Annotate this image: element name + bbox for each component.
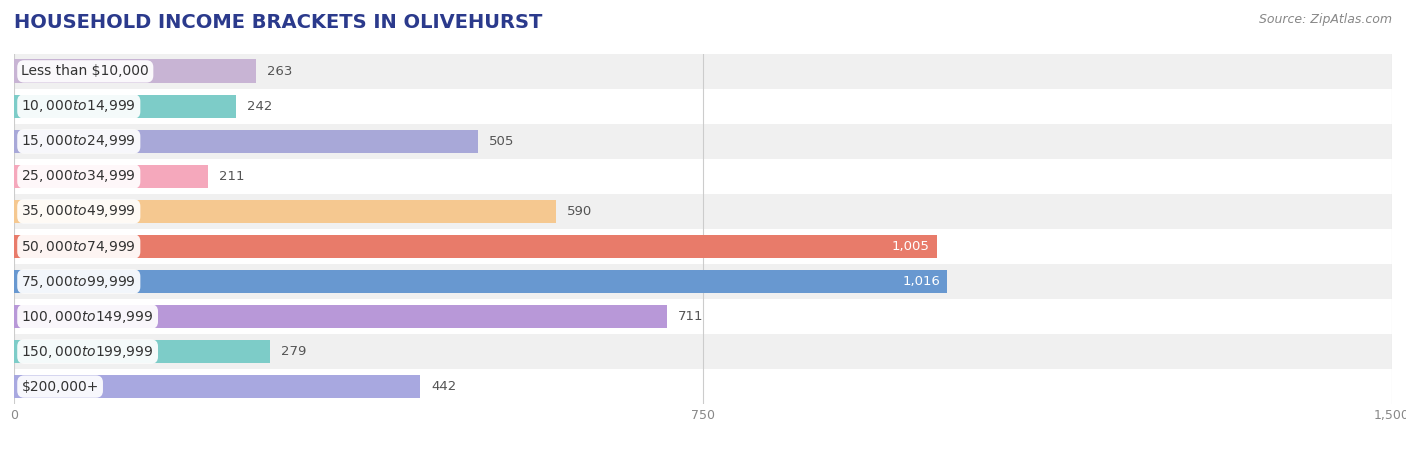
- Bar: [14, 124, 1392, 159]
- Bar: [14, 234, 938, 259]
- Text: Source: ZipAtlas.com: Source: ZipAtlas.com: [1258, 13, 1392, 26]
- Text: $35,000 to $49,999: $35,000 to $49,999: [21, 203, 136, 220]
- Text: Less than $10,000: Less than $10,000: [21, 64, 149, 79]
- Text: $200,000+: $200,000+: [21, 379, 98, 394]
- Bar: [14, 299, 1392, 334]
- Text: 590: 590: [567, 205, 592, 218]
- Text: $150,000 to $199,999: $150,000 to $199,999: [21, 343, 153, 360]
- Bar: [14, 374, 420, 399]
- Bar: [14, 159, 1392, 194]
- Bar: [14, 339, 270, 364]
- Text: $10,000 to $14,999: $10,000 to $14,999: [21, 98, 136, 114]
- Text: 505: 505: [489, 135, 515, 148]
- Bar: [14, 334, 1392, 369]
- Text: $50,000 to $74,999: $50,000 to $74,999: [21, 238, 136, 255]
- Text: $25,000 to $34,999: $25,000 to $34,999: [21, 168, 136, 185]
- Bar: [14, 229, 1392, 264]
- Bar: [14, 164, 208, 189]
- Text: $75,000 to $99,999: $75,000 to $99,999: [21, 273, 136, 290]
- Bar: [14, 304, 668, 329]
- Text: $15,000 to $24,999: $15,000 to $24,999: [21, 133, 136, 150]
- Text: 442: 442: [432, 380, 457, 393]
- Text: 1,005: 1,005: [891, 240, 929, 253]
- Bar: [14, 264, 1392, 299]
- Text: 242: 242: [247, 100, 273, 113]
- Bar: [14, 199, 555, 224]
- Bar: [14, 369, 1392, 404]
- Bar: [14, 54, 1392, 89]
- Bar: [14, 89, 1392, 124]
- Text: HOUSEHOLD INCOME BRACKETS IN OLIVEHURST: HOUSEHOLD INCOME BRACKETS IN OLIVEHURST: [14, 13, 543, 32]
- Text: 263: 263: [267, 65, 292, 78]
- Text: 711: 711: [678, 310, 703, 323]
- Text: $100,000 to $149,999: $100,000 to $149,999: [21, 308, 153, 325]
- Bar: [14, 129, 478, 154]
- Text: 1,016: 1,016: [903, 275, 941, 288]
- Bar: [14, 269, 948, 294]
- Text: 211: 211: [219, 170, 245, 183]
- Bar: [14, 94, 236, 119]
- Bar: [14, 59, 256, 84]
- Text: 279: 279: [281, 345, 307, 358]
- Bar: [14, 194, 1392, 229]
